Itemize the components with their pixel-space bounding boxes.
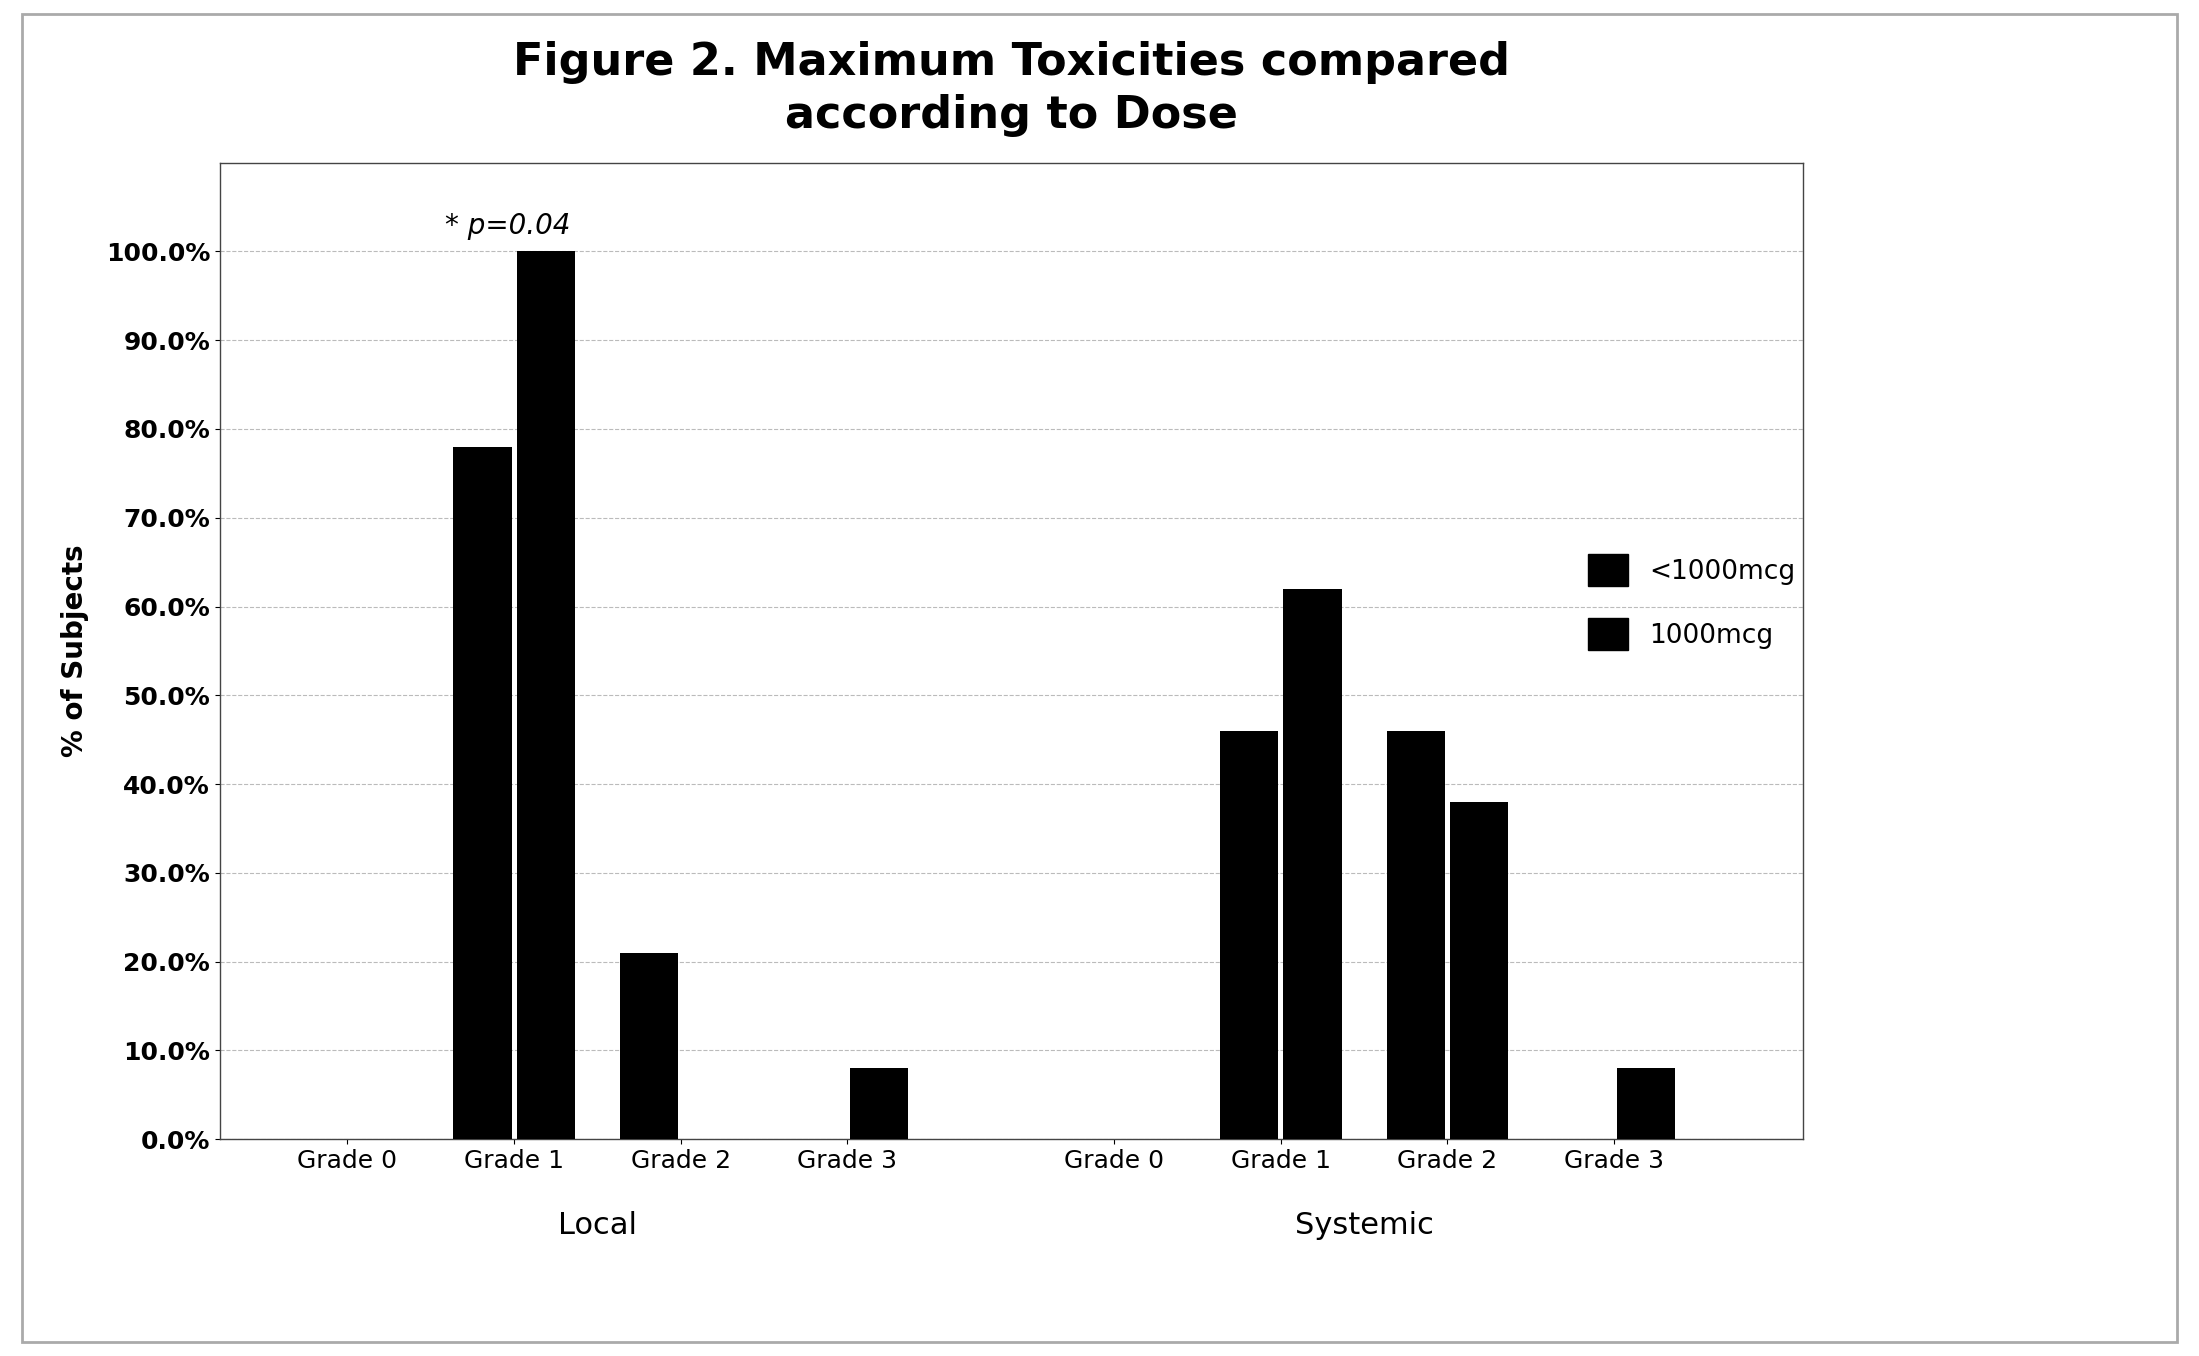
Title: Figure 2. Maximum Toxicities compared
according to Dose: Figure 2. Maximum Toxicities compared ac… — [512, 41, 1511, 137]
Text: Local: Local — [559, 1211, 638, 1241]
Bar — [1616, 1069, 1676, 1139]
Bar — [517, 251, 574, 1139]
Bar — [620, 953, 677, 1139]
Bar — [1284, 589, 1341, 1139]
Y-axis label: % of Subjects: % of Subjects — [62, 545, 90, 757]
Bar — [1220, 731, 1278, 1139]
Bar — [453, 446, 512, 1139]
Legend: <1000mcg, 1000mcg: <1000mcg, 1000mcg — [1579, 544, 1805, 660]
Text: Systemic: Systemic — [1295, 1211, 1434, 1241]
Bar — [1388, 731, 1445, 1139]
Bar — [849, 1069, 908, 1139]
Text: * p=0.04: * p=0.04 — [444, 212, 570, 240]
Bar — [1449, 801, 1509, 1139]
